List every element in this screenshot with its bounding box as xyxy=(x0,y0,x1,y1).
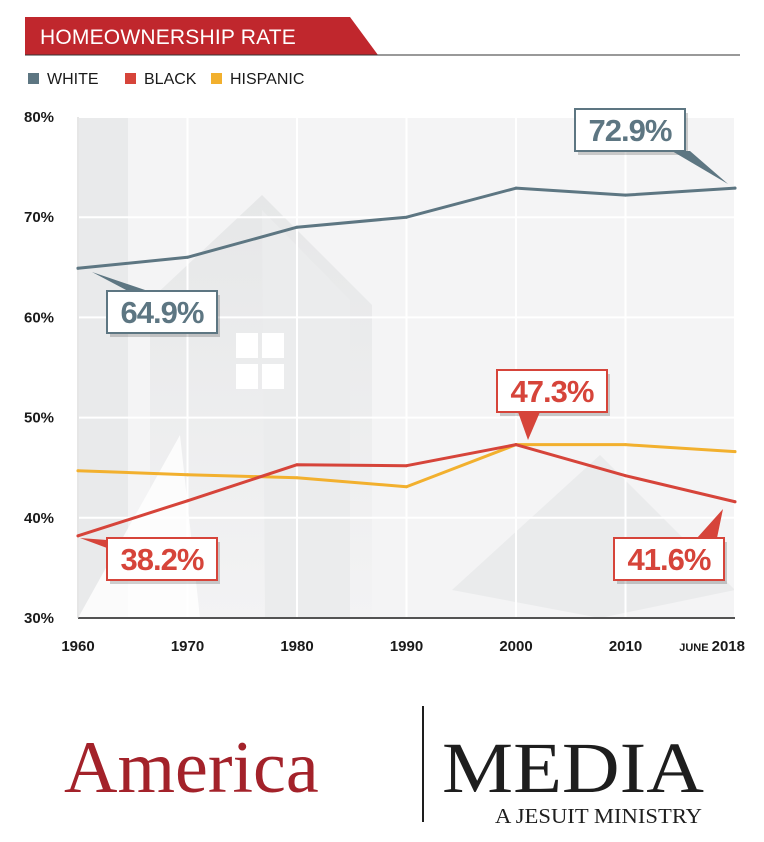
y-axis: 30% 40% 50% 60% 70% 80% xyxy=(24,109,54,627)
series-point-hispanic xyxy=(733,450,737,454)
callout-box xyxy=(106,290,218,334)
x-tick-label: 1980 xyxy=(280,638,313,655)
series-point-black xyxy=(295,463,299,467)
legend-label-hispanic: HISPANIC xyxy=(230,71,304,88)
series-point-hispanic xyxy=(76,469,80,473)
x-tick-prefix: JUNE xyxy=(679,642,711,654)
x-tick-label: 2010 xyxy=(609,638,642,655)
callout-label: 64.9% xyxy=(121,295,204,330)
x-tick-value: 2018 xyxy=(712,638,745,655)
series-point-black xyxy=(733,500,737,504)
legend-label-black: BLACK xyxy=(144,71,197,88)
x-tick-value: 1990 xyxy=(390,638,423,655)
callout-white-1: 72.9% xyxy=(574,108,728,184)
y-tick-label: 70% xyxy=(24,209,54,226)
brand-tagline: A JESUIT MINISTRY xyxy=(495,804,702,828)
house-window xyxy=(236,333,284,389)
x-tick-value: 1980 xyxy=(280,638,313,655)
callout-label: 41.6% xyxy=(628,542,711,577)
x-tick-value: 1960 xyxy=(61,638,94,655)
series-point-hispanic xyxy=(624,443,627,447)
callout-box xyxy=(496,369,608,413)
callout-white-0: 64.9% xyxy=(92,272,220,337)
series-point-black xyxy=(514,443,518,447)
x-tick-label: JUNE 2018 xyxy=(679,638,745,655)
legend: WHITE BLACK HISPANIC xyxy=(28,71,304,88)
house-window-pane xyxy=(236,333,258,358)
callout-black-2: 47.3% xyxy=(496,369,610,440)
x-tick-value: 1970 xyxy=(171,638,204,655)
series-point-black xyxy=(186,499,189,503)
chart-title: HOMEOWNERSHIP RATE xyxy=(40,26,296,49)
series-point-hispanic xyxy=(295,476,299,480)
series-point-white xyxy=(733,186,737,190)
series-point-white xyxy=(624,193,627,197)
callout-pointer xyxy=(518,412,540,440)
house-window-pane xyxy=(262,364,284,389)
house-side xyxy=(262,210,350,618)
y-tick-label: 60% xyxy=(24,309,54,326)
y-tick-label: 40% xyxy=(24,510,54,527)
series-point-white xyxy=(405,215,408,219)
y-tick-label: 80% xyxy=(24,109,54,126)
annotations: 64.9% 72.9% 47.3% 38.2% 41.6% xyxy=(80,108,728,584)
callout-label: 47.3% xyxy=(511,374,594,409)
series-point-black xyxy=(405,464,408,468)
house-window-pane xyxy=(262,333,284,358)
callout-box xyxy=(106,537,218,581)
series-point-hispanic xyxy=(405,485,408,489)
x-tick-value: 2010 xyxy=(609,638,642,655)
x-tick-value: 2000 xyxy=(499,638,532,655)
x-tick-label: 1970 xyxy=(171,638,204,655)
callout-label: 38.2% xyxy=(121,542,204,577)
callout-pointer xyxy=(80,538,107,548)
x-tick-label: 2000 xyxy=(499,638,532,655)
callout-box xyxy=(613,537,725,581)
title-banner xyxy=(25,17,378,55)
callout-pointer xyxy=(672,151,728,184)
brand-logo: America MEDIA A JESUIT MINISTRY xyxy=(64,706,704,828)
series-point-white xyxy=(186,255,189,259)
series-point-white xyxy=(295,225,299,229)
brand-media: MEDIA xyxy=(442,728,704,808)
series-point-black xyxy=(76,534,80,538)
callout-pointer xyxy=(697,509,723,538)
legend-swatch-hispanic xyxy=(211,73,222,84)
y-tick-label: 50% xyxy=(24,410,54,427)
legend-label-white: WHITE xyxy=(47,71,99,88)
brand-america: America xyxy=(64,727,319,809)
header: HOMEOWNERSHIP RATE xyxy=(25,17,740,56)
series-point-hispanic xyxy=(186,473,189,477)
callout-black-4: 41.6% xyxy=(613,509,727,584)
x-tick-label: 1960 xyxy=(61,638,94,655)
series-point-black xyxy=(624,474,627,478)
x-tick-label: 1990 xyxy=(390,638,423,655)
house-window-pane xyxy=(236,364,258,389)
x-axis: 1960 1970 1980 1990 2000 2010 JUNE 2018 xyxy=(61,638,745,655)
callout-black-3: 38.2% xyxy=(80,537,220,584)
legend-swatch-black xyxy=(125,73,136,84)
house-shadow xyxy=(78,117,128,618)
series-point-white xyxy=(76,266,80,270)
series-point-white xyxy=(514,186,518,190)
legend-swatch-white xyxy=(28,73,39,84)
callout-pointer xyxy=(92,272,148,291)
callout-label: 72.9% xyxy=(589,113,672,148)
y-tick-label: 30% xyxy=(24,610,54,627)
callout-box xyxy=(574,108,686,152)
series-layer xyxy=(76,186,737,538)
